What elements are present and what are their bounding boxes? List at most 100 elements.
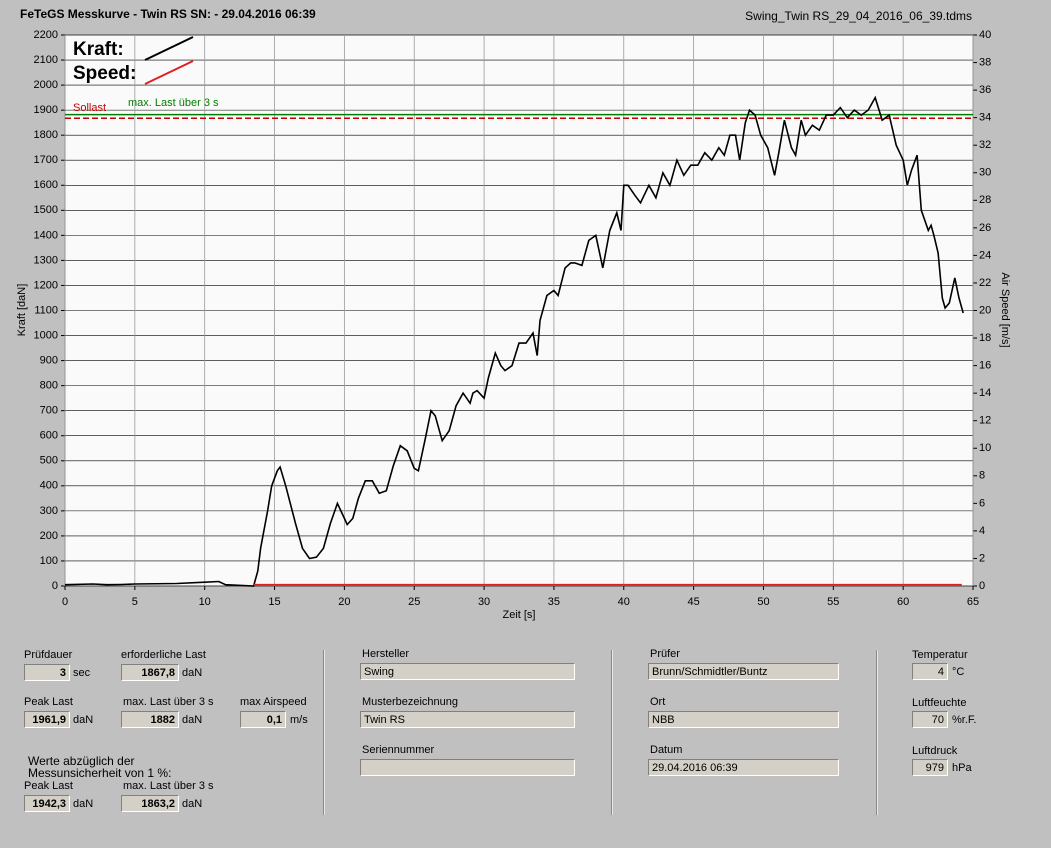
y-tick-label: 1700 xyxy=(34,154,58,166)
field-unit: m/s xyxy=(290,714,308,726)
y-tick-label: 200 xyxy=(40,530,58,542)
field-value: 1942,3 xyxy=(24,795,70,812)
y-tick-label: 800 xyxy=(40,380,58,392)
x-axis-label: Zeit [s] xyxy=(502,609,535,621)
y-tick-label: 2200 xyxy=(34,29,58,41)
field-unit: °C xyxy=(952,666,965,678)
y2-tick-label: 6 xyxy=(979,497,985,509)
field-label: Luftfeuchte xyxy=(912,697,967,709)
reference-label: Sollast xyxy=(73,102,106,114)
field-label: erforderliche Last xyxy=(121,649,206,661)
field-unit: sec xyxy=(73,667,91,679)
y-tick-label: 1800 xyxy=(34,129,58,141)
x-tick-label: 0 xyxy=(62,596,68,608)
chart: FeTeGS Messkurve - Twin RS SN: - 29.04.2… xyxy=(16,7,1011,621)
chart-title: FeTeGS Messkurve - Twin RS SN: - 29.04.2… xyxy=(20,7,316,21)
field-label: Ort xyxy=(650,696,666,708)
data-line xyxy=(64,95,964,587)
field-value xyxy=(360,759,575,776)
y2-tick-label: 34 xyxy=(979,112,991,124)
field-label: Peak Last xyxy=(24,696,73,708)
field-value: 29.04.2016 06:39 xyxy=(648,759,839,776)
x-tick-label: 40 xyxy=(618,596,630,608)
legend-label: Kraft: xyxy=(73,39,124,60)
y2-tick-label: 14 xyxy=(979,387,991,399)
x-tick-label: 25 xyxy=(408,596,420,608)
x-tick-label: 5 xyxy=(132,596,138,608)
x-tick-label: 30 xyxy=(478,596,490,608)
field-unit: daN xyxy=(73,798,94,810)
field-value: NBB xyxy=(648,711,839,728)
y2-tick-label: 2 xyxy=(979,552,985,564)
y2-tick-label: 16 xyxy=(979,360,991,372)
y2-tick-label: 26 xyxy=(979,222,991,234)
field-label: Luftdruck xyxy=(912,745,958,757)
y-tick-label: 1200 xyxy=(34,279,58,291)
field-value: Swing xyxy=(360,663,575,680)
field-unit: %r.F. xyxy=(952,714,977,726)
y2-tick-label: 20 xyxy=(979,304,991,316)
y-tick-label: 1300 xyxy=(34,254,58,266)
field-label: Musterbezeichnung xyxy=(362,696,459,708)
field-value: 1863,2 xyxy=(121,795,179,812)
field-value: Brunn/Schmidtler/Buntz xyxy=(648,663,839,680)
y-tick-label: 300 xyxy=(40,505,58,517)
x-tick-label: 50 xyxy=(757,596,769,608)
y-tick-label: 700 xyxy=(40,405,58,417)
field-value: 979 xyxy=(912,759,948,776)
field-label: Peak Last xyxy=(24,780,73,792)
y-tick-label: 2100 xyxy=(34,54,58,66)
field-value: Twin RS xyxy=(360,711,575,728)
y-tick-label: 1500 xyxy=(34,204,58,216)
y-tick-label: 1900 xyxy=(34,104,58,116)
y-tick-label: 100 xyxy=(40,555,58,567)
y2-axis-label: Air Speed [m/s] xyxy=(999,272,1011,347)
field-label: max. Last über 3 s xyxy=(123,780,214,792)
separator xyxy=(876,650,878,815)
y2-tick-label: 38 xyxy=(979,56,991,68)
field-value: 0,1 xyxy=(240,711,286,728)
field-value: 1867,8 xyxy=(121,664,179,681)
field-label: Temperatur xyxy=(912,649,968,661)
note: Werte abzüglich der xyxy=(28,754,135,768)
y2-tick-label: 10 xyxy=(979,442,991,454)
x-tick-label: 10 xyxy=(199,596,211,608)
y2-tick-label: 18 xyxy=(979,332,991,344)
y2-tick-label: 4 xyxy=(979,525,985,537)
y2-tick-label: 8 xyxy=(979,470,985,482)
field-value: 1961,9 xyxy=(24,711,70,728)
field-unit: daN xyxy=(182,667,203,679)
legend-swatch xyxy=(144,60,194,85)
legend-swatch xyxy=(144,36,194,61)
separator xyxy=(611,650,613,815)
note: Messunsicherheit von 1 %: xyxy=(28,766,172,780)
field-label: Datum xyxy=(650,744,683,756)
field-label: max. Last über 3 s xyxy=(123,696,214,708)
y2-tick-label: 40 xyxy=(979,29,991,41)
y-tick-label: 900 xyxy=(40,354,58,366)
field-unit: hPa xyxy=(952,762,972,774)
field-value: 4 xyxy=(912,663,948,680)
separator xyxy=(323,650,325,815)
field-label: Hersteller xyxy=(362,648,410,660)
field-unit: daN xyxy=(182,798,203,810)
y2-tick-label: 22 xyxy=(979,277,991,289)
y-axis-label: Kraft [daN] xyxy=(16,284,28,337)
y2-tick-label: 30 xyxy=(979,167,991,179)
field-value: 3 xyxy=(24,664,70,681)
y2-tick-label: 24 xyxy=(979,249,991,261)
x-tick-label: 65 xyxy=(967,596,979,608)
field-unit: daN xyxy=(182,714,203,726)
x-tick-label: 35 xyxy=(548,596,560,608)
y-tick-label: 1100 xyxy=(34,304,58,316)
field-label: Prüfer xyxy=(650,648,680,660)
field-label: max Airspeed xyxy=(240,696,307,708)
field-label: Seriennummer xyxy=(362,744,435,756)
y-tick-label: 2000 xyxy=(34,79,58,91)
y2-tick-label: 0 xyxy=(979,580,985,592)
y-tick-label: 400 xyxy=(40,480,58,492)
x-tick-label: 15 xyxy=(268,596,280,608)
y2-tick-label: 12 xyxy=(979,415,991,427)
field-value: 1882 xyxy=(121,711,179,728)
